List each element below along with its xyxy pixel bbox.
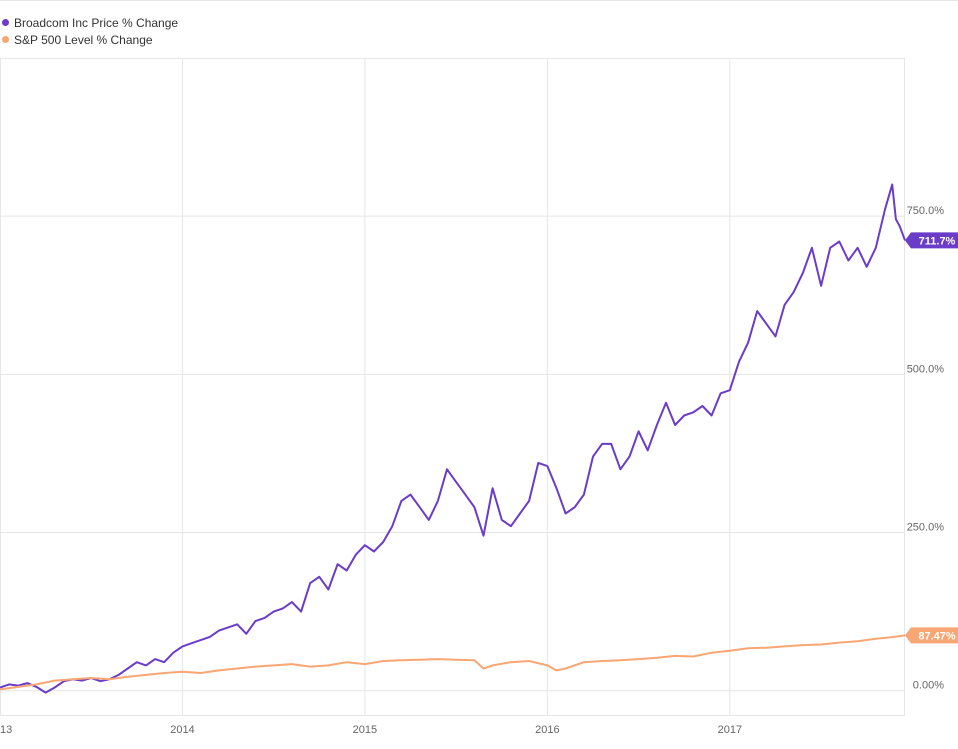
last-value-label: 87.47% <box>918 630 956 642</box>
y-tick-label: 0.00% <box>913 680 944 692</box>
legend: Broadcom Inc Price % Change S&P 500 Leve… <box>2 14 178 48</box>
plot-frame <box>0 58 905 716</box>
last-value-badge <box>905 627 958 644</box>
series-line-0 <box>0 183 906 694</box>
legend-item-broadcom[interactable]: Broadcom Inc Price % Change <box>2 14 178 31</box>
last-value-label: 711.7% <box>919 235 956 247</box>
y-tick-label: 750.0% <box>907 205 945 217</box>
legend-marker-sp500 <box>2 36 9 43</box>
x-tick-label: 2016 <box>535 724 559 736</box>
y-tick-label: 250.0% <box>907 522 945 534</box>
legend-label-broadcom: Broadcom Inc Price % Change <box>14 15 179 30</box>
y-tick-label: 500.0% <box>907 363 945 375</box>
x-tick-label: 2017 <box>718 724 742 736</box>
legend-item-sp500[interactable]: S&P 500 Level % Change <box>2 31 178 48</box>
x-tick-label: 2015 <box>353 724 377 736</box>
last-value-badge <box>905 232 958 249</box>
legend-marker-broadcom <box>2 19 9 26</box>
x-tick-label: 2014 <box>170 724 194 736</box>
x-tick-label: 2013 <box>0 724 12 736</box>
legend-label-sp500: S&P 500 Level % Change <box>14 32 153 47</box>
series-line-1 <box>0 634 906 691</box>
